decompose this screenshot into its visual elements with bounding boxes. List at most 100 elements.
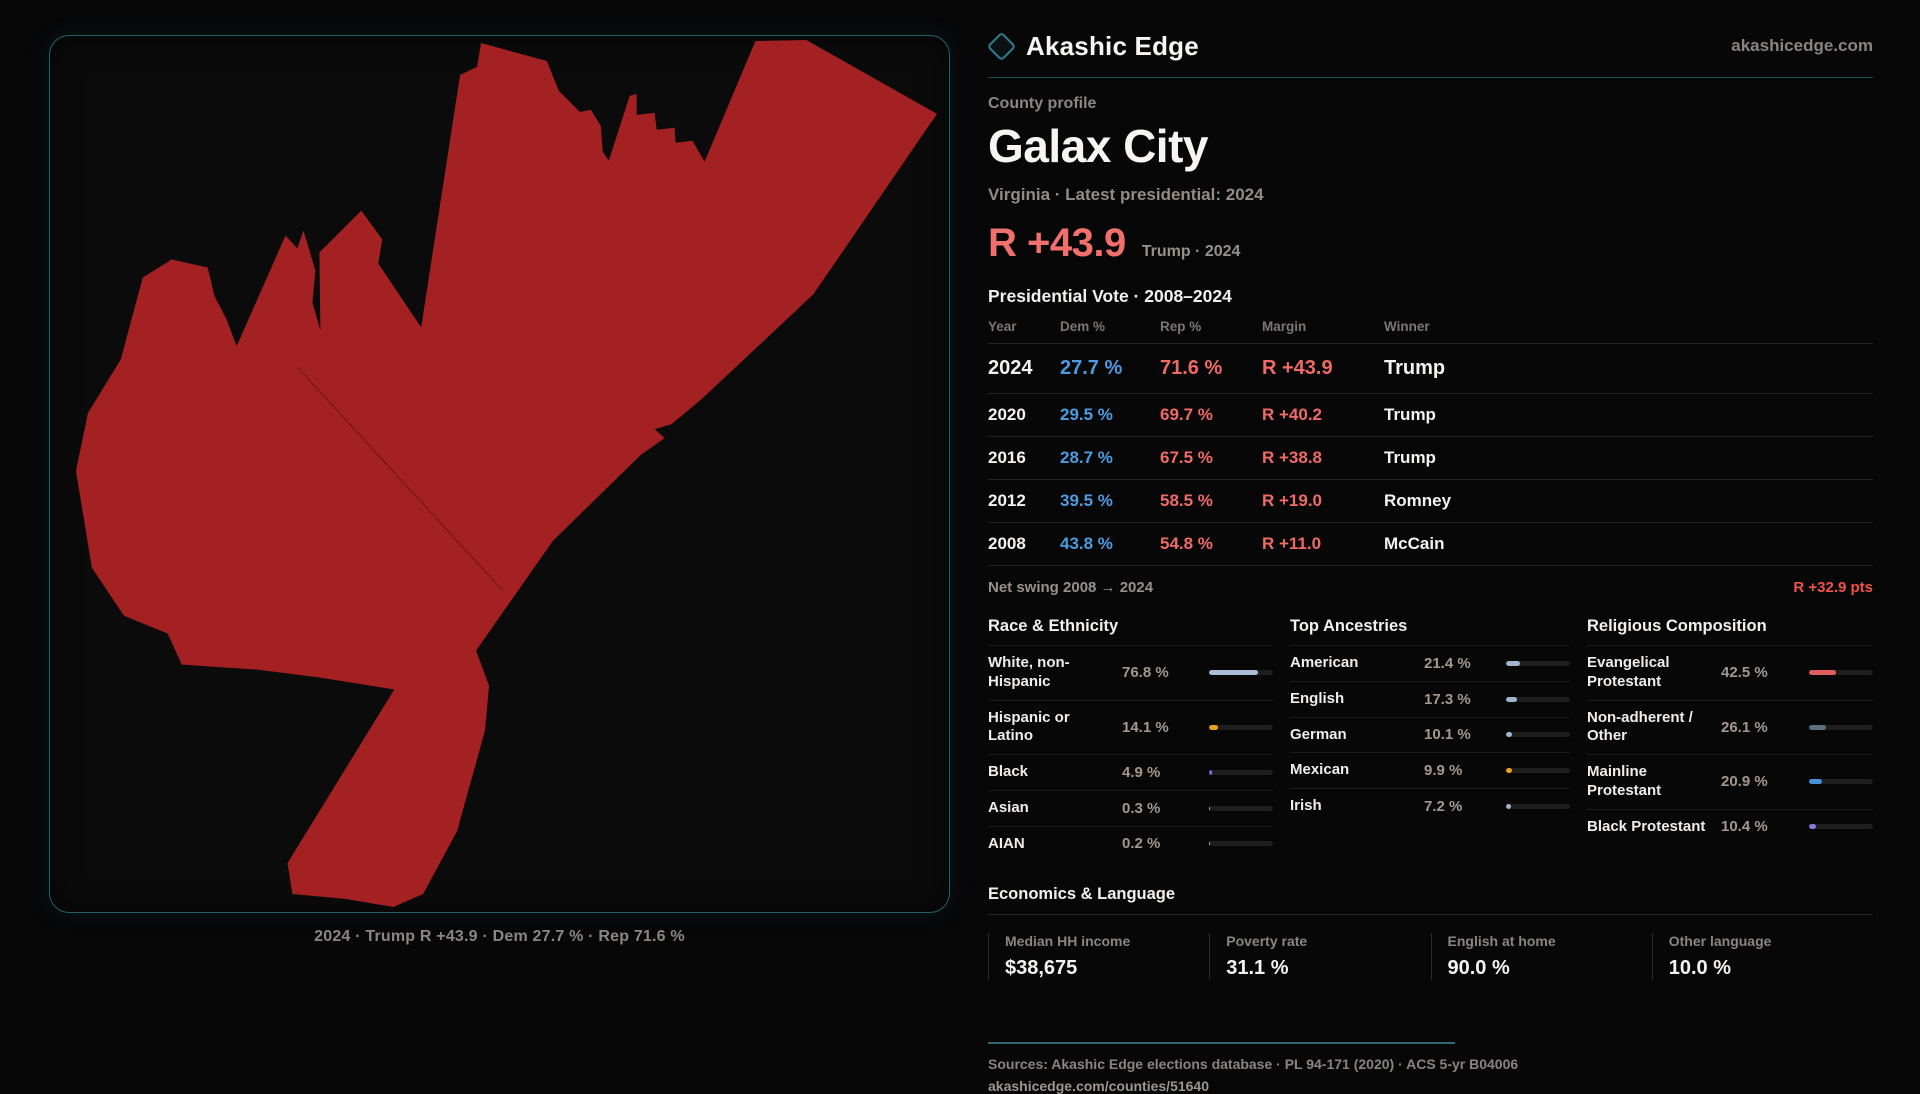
brand: Akashic Edge — [988, 31, 1199, 62]
bar-track — [1506, 697, 1570, 702]
stat-value: 10.0 % — [1669, 957, 1873, 980]
demo-list: American 21.4 % English 17.3 % German 10.1 % M… — [1290, 645, 1570, 824]
bar-track — [1209, 670, 1273, 675]
stat-label: English at home — [1448, 933, 1652, 949]
stat-tile: English at home 90.0 % — [1431, 933, 1652, 980]
subtitle: Virginia · Latest presidential: 2024 — [988, 185, 1873, 205]
stat-label: Other language — [1669, 933, 1873, 949]
header-divider — [988, 77, 1873, 78]
demo-row: Black Protestant 10.4 % — [1587, 809, 1873, 845]
economics-divider — [988, 914, 1873, 915]
page-title: Galax City — [988, 119, 1873, 173]
county-map — [50, 36, 949, 912]
demo-value: 0.2 % — [1122, 835, 1199, 852]
net-swing-row: Net swing 2008 → 2024 R +32.9 pts — [988, 579, 1873, 596]
demo-label: English — [1290, 690, 1414, 709]
vote-cell-margin: R +38.8 — [1262, 448, 1384, 468]
stat-label: Median HH income — [1005, 933, 1209, 949]
permalink[interactable]: akashicedge.com/counties/51640 — [988, 1078, 1873, 1094]
demo-value: 17.3 % — [1424, 691, 1496, 708]
demo-value: 9.9 % — [1424, 762, 1496, 779]
demo-label: Hispanic or Latino — [988, 709, 1112, 747]
vote-cell-winner: Trump — [1384, 357, 1873, 380]
top-ancestries-column: Top Ancestries American 21.4 % English 17.3… — [1290, 617, 1570, 861]
vote-cell-rep: 71.6 % — [1160, 357, 1262, 380]
religious-composition-column: Religious Composition Evangelical Protes… — [1587, 617, 1873, 861]
headline-context: Trump · 2024 — [1142, 243, 1241, 261]
diamond-logo-icon — [987, 31, 1017, 61]
kicker: County profile — [988, 95, 1873, 113]
stat-tile: Median HH income$38,675 — [988, 933, 1209, 980]
demo-label: Evangelical Protestant — [1587, 654, 1711, 692]
brand-name: Akashic Edge — [1026, 31, 1199, 62]
demo-label: Black — [988, 763, 1112, 782]
demo-row: White, non-Hispanic 76.8 % — [988, 645, 1273, 700]
demo-label: White, non-Hispanic — [988, 654, 1112, 692]
brand-domain-link[interactable]: akashicedge.com — [1731, 36, 1873, 56]
vote-cell-dem: 27.7 % — [1060, 357, 1160, 380]
demo-label: Mexican — [1290, 761, 1414, 780]
bar-track — [1506, 661, 1570, 666]
vote-cell-dem: 39.5 % — [1060, 491, 1160, 511]
stat-value: 90.0 % — [1448, 957, 1652, 980]
vote-cell-rep: 54.8 % — [1160, 534, 1262, 554]
net-swing-value: R +32.9 pts — [1793, 579, 1873, 596]
demo-value: 7.2 % — [1424, 798, 1496, 815]
section-title: Religious Composition — [1587, 617, 1873, 645]
vote-table-title: Presidential Vote · 2008–2024 — [988, 286, 1873, 307]
demo-value: 21.4 % — [1424, 655, 1496, 672]
demo-value: 76.8 % — [1122, 664, 1199, 681]
section-title: Top Ancestries — [1290, 617, 1570, 645]
demo-label: Black Protestant — [1587, 818, 1711, 837]
footer-divider — [988, 1042, 1455, 1044]
stat-value: 31.1 % — [1226, 957, 1430, 980]
bar-fill — [1809, 670, 1836, 675]
bar-fill — [1809, 779, 1822, 784]
bar-fill — [1506, 732, 1512, 737]
bar-fill — [1809, 824, 1816, 829]
vote-cell-winner: McCain — [1384, 534, 1873, 554]
demo-list: White, non-Hispanic 76.8 % Hispanic or Lat… — [988, 645, 1273, 861]
net-swing-label: Net swing 2008 → 2024 — [988, 579, 1153, 596]
demo-label: American — [1290, 654, 1414, 673]
bar-track — [1209, 725, 1273, 730]
bar-track — [1506, 768, 1570, 773]
bar-fill — [1209, 770, 1212, 775]
section-title: Race & Ethnicity — [988, 617, 1273, 645]
column-header: Dem % — [1060, 319, 1160, 334]
demo-value: 10.1 % — [1424, 726, 1496, 743]
vote-cell-year: 2020 — [988, 405, 1060, 425]
bar-fill — [1506, 804, 1511, 809]
demo-value: 10.4 % — [1721, 818, 1799, 835]
panel-header: Akashic Edge akashicedge.com — [988, 26, 1873, 66]
bar-fill — [1506, 661, 1520, 666]
vote-cell-dem: 43.8 % — [1060, 534, 1160, 554]
vote-cell-year: 2024 — [988, 357, 1060, 380]
bar-track — [1809, 670, 1873, 675]
demographics-grid: Race & Ethnicity White, non-Hispanic 76.8… — [988, 617, 1873, 861]
bar-fill — [1809, 725, 1826, 730]
bar-track — [1209, 841, 1273, 846]
demo-label: German — [1290, 726, 1414, 745]
sources-text: Sources: Akashic Edge elections database… — [988, 1056, 1873, 1072]
county-map-card — [49, 35, 950, 913]
vote-cell-rep: 58.5 % — [1160, 491, 1262, 511]
demo-row: Mexican 9.9 % — [1290, 752, 1570, 788]
economics-title: Economics & Language — [988, 885, 1873, 904]
vote-cell-margin: R +43.9 — [1262, 357, 1384, 380]
county-shape-galax-city[interactable] — [76, 40, 937, 907]
vote-cell-dem: 29.5 % — [1060, 405, 1160, 425]
